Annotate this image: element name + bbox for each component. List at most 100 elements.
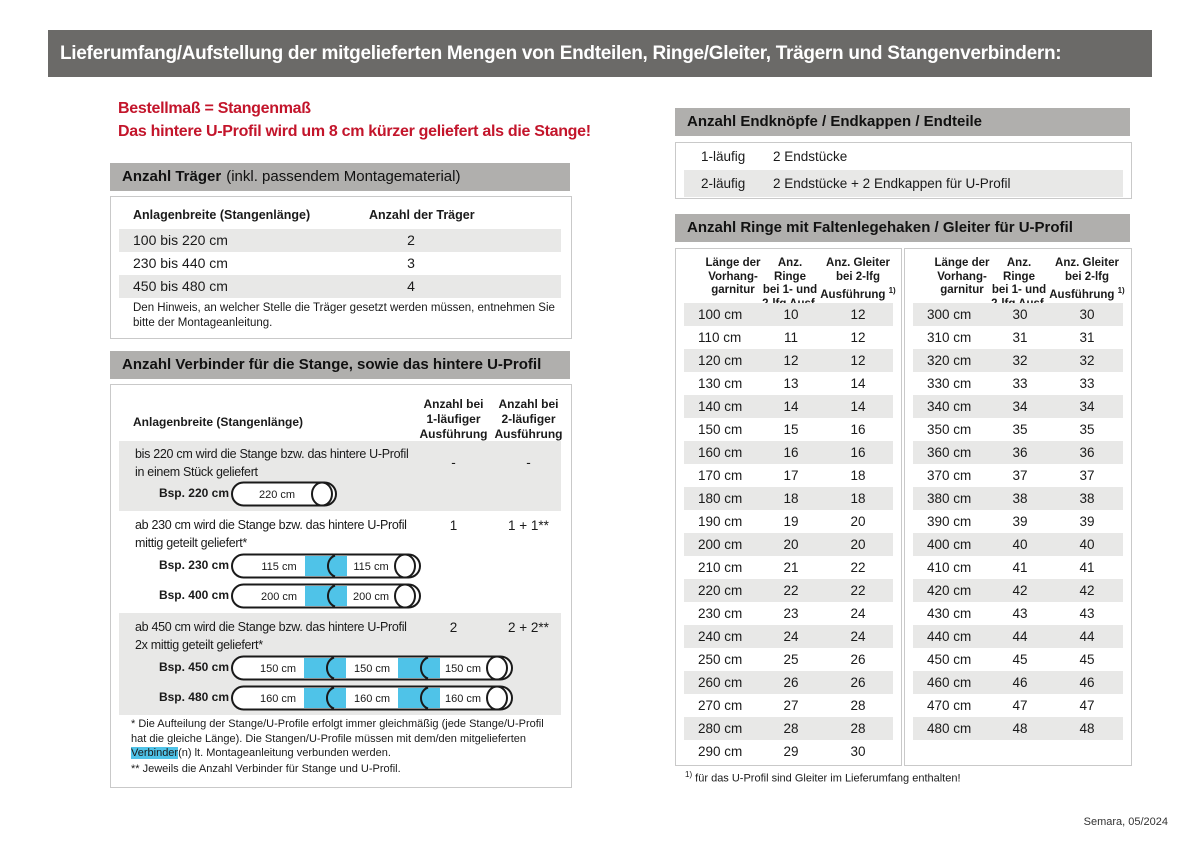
segment-length-label: 115 cm (353, 561, 388, 573)
table-row: 320 cm 32 32 (905, 349, 1131, 372)
rings-count: 14 (783, 399, 799, 414)
rod-connector (305, 556, 347, 576)
gliders-count: 41 (1079, 560, 1095, 575)
gliders-count: 24 (850, 629, 866, 644)
rings-count: 29 (783, 744, 799, 759)
rings-count: 36 (1012, 445, 1028, 460)
verbinder-col-one: Anzahl bei 1-läufiger Ausführung (419, 397, 488, 441)
rings-count: 24 (783, 629, 799, 644)
table-row: 290 cm 29 30 (676, 740, 901, 763)
traeger-title: Anzahl Träger (122, 168, 222, 185)
rings-count: 27 (783, 698, 799, 713)
rings-count: 34 (1012, 399, 1028, 414)
table-row: 170 cm 17 18 (676, 464, 901, 487)
rings-count: 43 (1012, 606, 1028, 621)
curtain-length: 300 cm (927, 307, 972, 322)
notice-line-1: Bestellmaß = Stangenmaß (118, 100, 311, 117)
gliders-count: 16 (850, 445, 866, 460)
rod-diagram-400: 200 cm 200 cm (231, 583, 421, 609)
rings-count: 41 (1012, 560, 1028, 575)
gliders-count: 12 (850, 307, 866, 322)
count-one-run: 1 (449, 518, 458, 533)
ringe-section-header: Anzahl Ringe mit Faltenlegehaken / Gleit… (675, 214, 1130, 242)
table-row: 400 cm 40 40 (905, 533, 1131, 556)
curtain-length: 370 cm (927, 468, 972, 483)
traeger-rows: 100 bis 220 cm 2 230 bis 440 cm 3 450 bi… (111, 229, 569, 298)
gliders-count: 24 (850, 606, 866, 621)
table-row: 1-läufig 2 Endstücke (676, 143, 1131, 170)
gliders-count: 22 (850, 560, 866, 575)
rings-count: 31 (1012, 330, 1028, 345)
curtain-length: 390 cm (927, 514, 972, 529)
rings-count: 37 (1012, 468, 1028, 483)
table-row: 450 bis 480 cm 4 (111, 275, 569, 298)
end-pieces-value: 2 Endstücke + 2 Endkappen für U-Profil (773, 176, 1011, 191)
curtain-length: 420 cm (927, 583, 972, 598)
curtain-length: 180 cm (698, 491, 743, 506)
endteile-title: Anzahl Endknöpfe / Endkappen / Endteile (687, 113, 983, 130)
table-row: 340 cm 34 34 (905, 395, 1131, 418)
traeger-table: Anlagenbreite (Stangenlänge) Anzahl der … (110, 196, 572, 339)
endteile-section-header: Anzahl Endknöpfe / Endkappen / Endteile (675, 108, 1130, 136)
table-row: 370 cm 37 37 (905, 464, 1131, 487)
count-one-run: 2 (449, 620, 458, 635)
rings-count: 44 (1012, 629, 1028, 644)
table-row: 430 cm 43 43 (905, 602, 1131, 625)
rings-count: 22 (783, 583, 799, 598)
table-row: 450 cm 45 45 (905, 648, 1131, 671)
table-row: 230 bis 440 cm 3 (111, 252, 569, 275)
gliders-count: 30 (1079, 307, 1095, 322)
col-header-gliders: Anz. Gleiter bei 2-lfg Ausführung 1) (1049, 257, 1125, 301)
table-row: 180 cm 18 18 (676, 487, 901, 510)
footnote-marker: 1) (1117, 286, 1125, 295)
table-row: 240 cm 24 24 (676, 625, 901, 648)
width-range: 450 bis 480 cm (133, 278, 228, 294)
gliders-count: 43 (1079, 606, 1095, 621)
traeger-count: 3 (407, 255, 415, 271)
gliders-count: 18 (850, 491, 866, 506)
footnote-marker: 1) (685, 770, 693, 779)
traeger-section-header: Anzahl Träger (inkl. passendem Montagemat… (110, 163, 570, 191)
curtain-length: 100 cm (698, 307, 743, 322)
table-row: 460 cm 46 46 (905, 671, 1131, 694)
verbinder-col-width: Anlagenbreite (Stangenlänge) (133, 415, 304, 429)
ringe-table-left: Länge der Vorhang- garnitur Anz. Ringe b… (675, 248, 902, 766)
segment-length-label: 160 cm (354, 693, 390, 705)
curtain-length: 130 cm (698, 376, 743, 391)
example-label: Bsp. 480 cm (158, 690, 229, 704)
rings-count: 25 (783, 652, 799, 667)
verbinder-footnote-2: ** Jeweils die Anzahl Verbinder für Stan… (131, 763, 401, 775)
traeger-col-width: Anlagenbreite (Stangenlänge) (133, 208, 311, 222)
ringe-footnote: 1) für das U-Profil sind Gleiter im Lief… (685, 770, 961, 785)
segment-length-label: 200 cm (353, 591, 389, 603)
rod-diagram-450: 150 cm 150 cm 150 cm (231, 655, 513, 681)
notice-line-2: Das hintere U-Profil wird um 8 cm kürzer… (118, 123, 591, 140)
table-row: 420 cm 42 42 (905, 579, 1131, 602)
end-pieces-value: 2 Endstücke (773, 149, 848, 164)
rings-count: 46 (1012, 675, 1028, 690)
ringe-table-right: Länge der Vorhang- garnitur Anz. Ringe b… (904, 248, 1132, 766)
gliders-count: 28 (850, 721, 866, 736)
gliders-count: 48 (1079, 721, 1095, 736)
curtain-length: 330 cm (927, 376, 972, 391)
verbinder-footnote-1: * Die Aufteilung der Stange/U-Profile er… (131, 717, 559, 761)
gliders-count: 26 (850, 652, 866, 667)
rod-diagram-230: 115 cm 115 cm (231, 553, 421, 579)
curtain-length: 280 cm (698, 721, 743, 736)
width-range: 100 bis 220 cm (133, 232, 228, 248)
rings-count: 17 (783, 468, 799, 483)
footnote-highlight: Verbinder (131, 747, 179, 759)
gliders-count: 20 (850, 514, 866, 529)
example-label: Bsp. 450 cm (158, 660, 229, 674)
table-row: 120 cm 12 12 (676, 349, 901, 372)
gliders-count: 30 (850, 744, 866, 759)
segment-length-label: 160 cm (445, 693, 481, 705)
curtain-length: 230 cm (698, 606, 743, 621)
example-label: Bsp. 400 cm (158, 588, 229, 602)
curtain-length: 440 cm (927, 629, 972, 644)
traeger-count: 4 (407, 278, 415, 294)
rings-count: 23 (783, 606, 799, 621)
rings-count: 32 (1012, 353, 1028, 368)
curtain-length: 450 cm (927, 652, 972, 667)
